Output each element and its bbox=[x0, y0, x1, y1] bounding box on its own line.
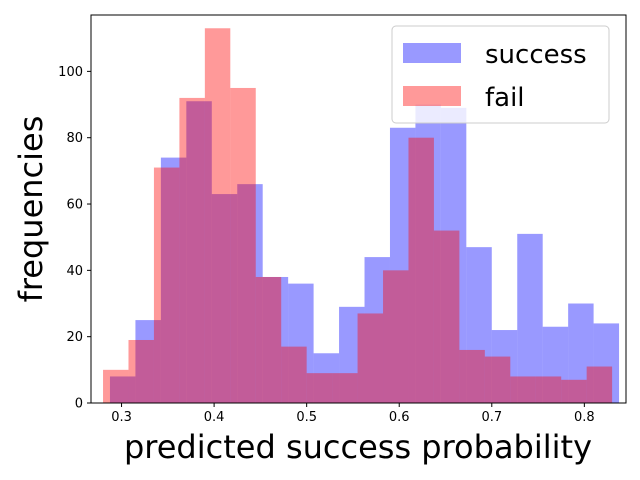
bar-success-3 bbox=[186, 101, 212, 403]
bar-fail-15 bbox=[484, 356, 511, 403]
bar-success-0 bbox=[109, 376, 136, 403]
bar-fail-10 bbox=[357, 313, 384, 403]
legend-label-fail: fail bbox=[485, 83, 525, 113]
bar-success-17 bbox=[542, 326, 569, 403]
axes-layer bbox=[90, 14, 627, 404]
bar-fail-17 bbox=[535, 376, 562, 403]
bar-fail-18 bbox=[561, 379, 587, 403]
x-tick-label: 0.5 bbox=[296, 410, 317, 425]
bar-fail-16 bbox=[510, 376, 536, 403]
bar-success-13 bbox=[440, 107, 467, 403]
x-tick-label: 0.6 bbox=[389, 410, 410, 425]
bar-fail-0 bbox=[103, 369, 129, 403]
bar-fail-14 bbox=[459, 349, 485, 403]
legend-frame bbox=[391, 25, 610, 124]
legend-swatch-success bbox=[403, 43, 461, 63]
bar-success-12 bbox=[415, 104, 441, 403]
bar-success-9 bbox=[339, 306, 365, 403]
ticks-layer: 0.3 0.4 0.5 0.6 0.7 0.8 0 20 40 60 80 100 bbox=[58, 65, 595, 425]
y-tick-label: 80 bbox=[66, 131, 83, 146]
x-tick-label: 0.4 bbox=[204, 410, 225, 425]
bar-fail-19 bbox=[586, 366, 613, 403]
bar-success-14 bbox=[466, 247, 492, 403]
x-tick-label: 0.8 bbox=[574, 410, 595, 425]
bar-fail-4 bbox=[204, 28, 231, 403]
plot-frame bbox=[90, 14, 627, 404]
y-tick-label: 0 bbox=[75, 397, 83, 412]
bar-success-7 bbox=[288, 283, 314, 403]
bar-success-11 bbox=[389, 127, 416, 403]
bar-success-1 bbox=[135, 320, 161, 403]
y-axis-label: frequencies bbox=[12, 116, 50, 303]
y-tick-label: 40 bbox=[66, 264, 83, 279]
y-tick-label: 20 bbox=[66, 330, 83, 345]
bars-layer bbox=[103, 28, 620, 404]
legend-swatch-fail bbox=[403, 86, 461, 106]
bar-success-6 bbox=[262, 276, 289, 403]
bar-fail-1 bbox=[128, 339, 154, 403]
bar-success-8 bbox=[313, 353, 340, 403]
bar-fail-3 bbox=[179, 97, 205, 403]
bar-fail-11 bbox=[383, 270, 409, 403]
bar-success-2 bbox=[160, 157, 187, 403]
bar-success-5 bbox=[237, 184, 263, 403]
bar-success-16 bbox=[517, 233, 543, 403]
x-tick-label: 0.3 bbox=[111, 410, 132, 425]
bar-fail-5 bbox=[230, 87, 256, 404]
bar-fail-13 bbox=[433, 230, 460, 403]
bar-fail-6 bbox=[255, 276, 282, 403]
bar-fail-12 bbox=[408, 137, 434, 403]
bar-success-10 bbox=[364, 257, 390, 403]
bar-success-4 bbox=[211, 194, 238, 403]
legend: success fail bbox=[391, 25, 610, 124]
y-tick-label: 60 bbox=[66, 198, 83, 213]
x-axis-label: predicted success probability bbox=[124, 428, 592, 466]
bar-fail-9 bbox=[332, 373, 358, 403]
legend-label-success: success bbox=[485, 40, 587, 70]
bar-success-18 bbox=[568, 303, 594, 403]
bar-fail-2 bbox=[153, 167, 180, 403]
bar-success-19 bbox=[593, 323, 620, 403]
bar-fail-7 bbox=[281, 346, 307, 403]
bar-fail-8 bbox=[306, 373, 333, 403]
x-tick-label: 0.7 bbox=[481, 410, 502, 425]
y-tick-label: 100 bbox=[58, 65, 83, 80]
bar-success-15 bbox=[491, 330, 518, 403]
